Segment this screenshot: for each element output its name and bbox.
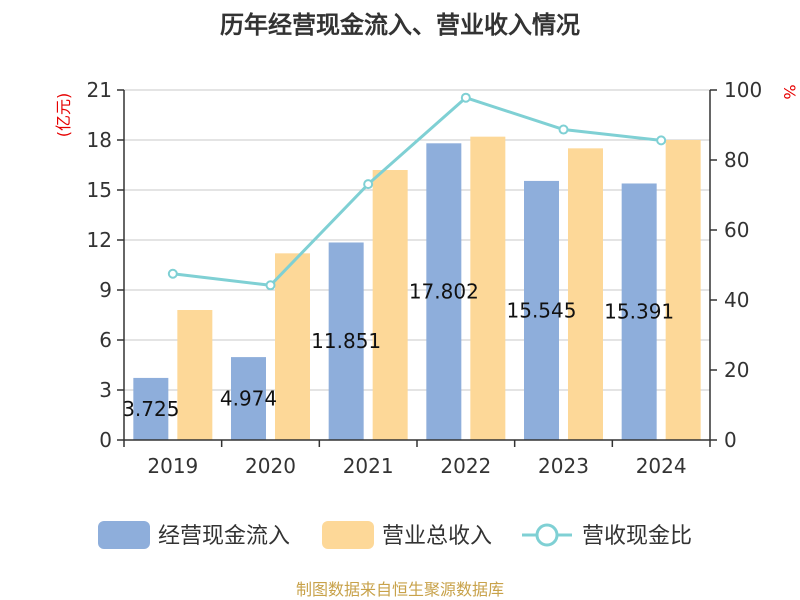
ratio-point [558,124,569,135]
left-axis-unit: (亿元) [54,93,73,138]
bar-revenue [470,136,506,440]
x-tick-label: 2023 [538,454,589,478]
data-label-cash-inflow: 15.391 [604,300,674,324]
legend: 经营现金流入 营业总收入 营收现金比 [98,521,692,549]
left-tick-label: 0 [99,428,112,452]
right-tick-label: 0 [724,428,737,452]
x-tick-label: 2022 [440,454,491,478]
ratio-point [167,268,178,279]
gridlines [124,89,710,441]
legend-item-ratio[interactable]: 营收现金比 [522,523,692,549]
legend-item-revenue[interactable]: 营业总收入 [322,521,492,549]
x-tick-label: 2024 [636,454,687,478]
source-footer: 制图数据来自恒生聚源数据库 [296,580,504,599]
legend-swatch-revenue [322,521,374,549]
data-label-cash-inflow: 15.545 [507,298,577,322]
right-axis-unit: % [780,84,799,99]
data-labels: 3.725 4.974 11.851 17.802 15.545 15.391 [122,280,674,421]
right-tick-label: 20 [724,358,749,382]
bar-revenue [275,253,310,440]
ratio-line [167,92,667,291]
x-tick-label: 2021 [343,454,394,478]
ratio-point [265,280,276,291]
legend-label-revenue: 营业总收入 [382,524,492,549]
bar-cash-inflow [328,242,364,440]
bar-cash-inflow [524,180,559,440]
left-tick-label: 21 [87,78,112,102]
legend-label-cash-inflow: 经营现金流入 [158,524,290,549]
bar-revenue [665,140,701,440]
data-label-cash-inflow: 17.802 [409,280,479,304]
legend-item-cash-inflow[interactable]: 经营现金流入 [98,521,290,549]
left-axis-ticks: 0 3 6 9 12 15 18 21 [87,78,124,452]
ratio-point [363,179,374,190]
x-axis-ticks: 2019 2020 2021 2022 2023 2024 [123,440,711,478]
legend-marker-ratio [535,523,559,547]
bar-cash-inflow [133,377,169,440]
bar-revenue [177,310,213,440]
left-tick-label: 6 [99,328,112,352]
legend-swatch-cash-inflow [98,521,150,549]
right-tick-label: 80 [724,148,749,172]
right-tick-label: 40 [724,288,749,312]
ratio-point [460,92,471,103]
x-tick-label: 2019 [147,454,198,478]
left-tick-label: 18 [87,128,112,152]
ratio-line-path [172,96,662,287]
chart-title: 历年经营现金流入、营业收入情况 [220,11,580,39]
left-tick-label: 12 [87,228,112,252]
left-tick-label: 3 [99,378,112,402]
data-label-cash-inflow: 3.725 [122,397,179,421]
x-tick-label: 2020 [245,454,296,478]
bar-marks [133,136,701,441]
bar-revenue [568,148,603,441]
right-tick-label: 60 [724,218,749,242]
bar-cash-inflow [231,357,266,440]
data-label-cash-inflow: 4.974 [220,387,277,411]
bar-revenue [372,170,408,440]
right-axis-ticks: 0 20 40 60 80 100 [710,78,762,452]
bar-cash-inflow [621,183,657,440]
ratio-point [656,135,667,146]
legend-label-ratio: 营收现金比 [582,524,692,549]
left-tick-label: 15 [87,178,112,202]
right-tick-label: 100 [724,78,762,102]
bar-cash-inflow [426,143,462,441]
left-tick-label: 9 [99,278,112,302]
data-label-cash-inflow: 11.851 [311,329,381,353]
